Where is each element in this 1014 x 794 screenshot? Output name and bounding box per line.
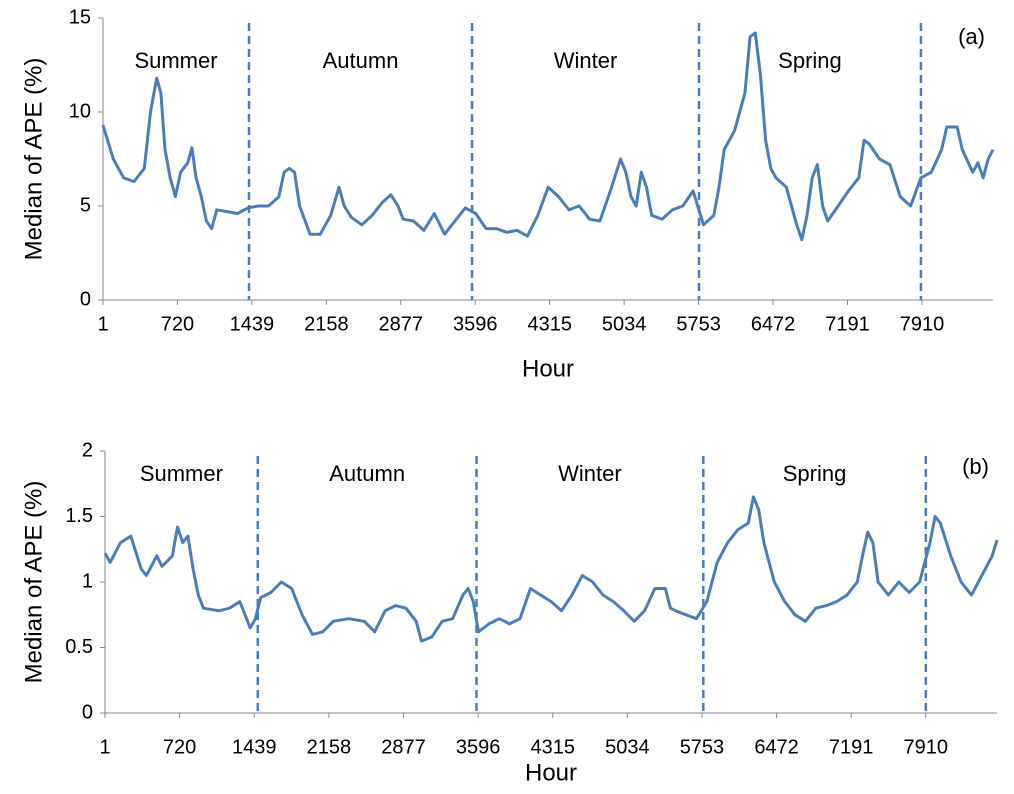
x-tick-label: 7191 bbox=[829, 736, 874, 758]
x-tick-label: 720 bbox=[161, 313, 194, 335]
y-axis-label: Median of APE (%) bbox=[20, 481, 47, 684]
season-label: Summer bbox=[134, 48, 217, 73]
y-axis-label: Median of APE (%) bbox=[20, 58, 47, 261]
x-axis-label: Hour bbox=[525, 759, 577, 786]
season-label: Autumn bbox=[323, 48, 399, 73]
x-tick-label: 4315 bbox=[527, 313, 572, 335]
panel-label: (b) bbox=[962, 454, 989, 479]
x-tick-label: 2158 bbox=[307, 736, 352, 758]
x-tick-label: 5753 bbox=[676, 313, 721, 335]
x-tick-label: 4315 bbox=[530, 736, 575, 758]
y-tick-label: 15 bbox=[69, 6, 91, 28]
y-tick-label: 1.5 bbox=[65, 505, 93, 527]
x-tick-label: 3596 bbox=[453, 313, 498, 335]
x-tick-label: 1 bbox=[97, 313, 108, 335]
x-tick-label: 1 bbox=[99, 736, 110, 758]
y-tick-label: 1 bbox=[82, 570, 93, 592]
x-tick-label: 5034 bbox=[602, 313, 647, 335]
season-label: Spring bbox=[778, 48, 842, 73]
y-tick-label: 5 bbox=[80, 194, 91, 216]
y-tick-label: 0 bbox=[80, 288, 91, 310]
data-line bbox=[101, 31, 995, 242]
x-tick-label: 5034 bbox=[605, 736, 650, 758]
y-tick-label: 0 bbox=[82, 701, 93, 723]
season-label: Summer bbox=[140, 461, 223, 486]
panel-label: (a) bbox=[958, 24, 985, 49]
x-tick-label: 3596 bbox=[456, 736, 501, 758]
x-tick-label: 7910 bbox=[904, 736, 949, 758]
x-tick-label: 5753 bbox=[680, 736, 725, 758]
x-tick-label: 1439 bbox=[230, 313, 275, 335]
x-axis-label: Hour bbox=[522, 355, 574, 382]
y-tick-label: 0.5 bbox=[65, 636, 93, 658]
x-tick-label: 7191 bbox=[825, 313, 870, 335]
season-label: Winter bbox=[554, 48, 618, 73]
x-tick-label: 2877 bbox=[381, 736, 426, 758]
x-tick-label: 7910 bbox=[900, 313, 945, 335]
season-label: Autumn bbox=[329, 461, 405, 486]
season-label: Winter bbox=[558, 461, 622, 486]
x-tick-label: 1439 bbox=[232, 736, 277, 758]
x-tick-label: 2877 bbox=[379, 313, 424, 335]
y-tick-label: 2 bbox=[82, 439, 93, 461]
x-tick-label: 2158 bbox=[304, 313, 349, 335]
season-label: Spring bbox=[783, 461, 847, 486]
x-tick-label: 6472 bbox=[754, 736, 799, 758]
x-tick-label: 6472 bbox=[751, 313, 796, 335]
data-line bbox=[103, 495, 999, 643]
y-tick-label: 10 bbox=[69, 100, 91, 122]
x-tick-label: 720 bbox=[163, 736, 196, 758]
